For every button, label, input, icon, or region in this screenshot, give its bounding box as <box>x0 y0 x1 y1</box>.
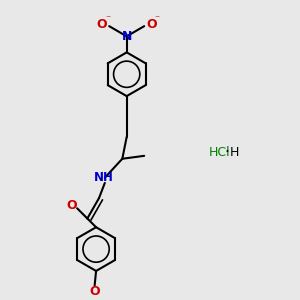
Text: O: O <box>67 200 77 212</box>
Text: O: O <box>146 18 157 31</box>
Text: HCl: HCl <box>208 146 230 159</box>
Text: NH: NH <box>93 171 113 184</box>
Text: N: N <box>122 30 132 43</box>
Text: ⁻: ⁻ <box>155 15 160 25</box>
Text: H: H <box>230 146 239 159</box>
Text: O: O <box>97 18 107 31</box>
Text: ⁻: ⁻ <box>105 15 110 25</box>
Text: ·: · <box>224 146 229 160</box>
Text: O: O <box>89 285 100 298</box>
